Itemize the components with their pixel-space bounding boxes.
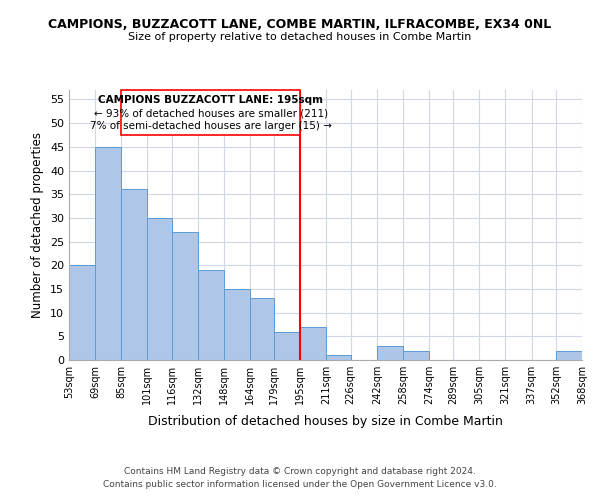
Bar <box>250 298 274 360</box>
Bar <box>224 289 250 360</box>
Text: 7% of semi-detached houses are larger (15) →: 7% of semi-detached houses are larger (1… <box>90 121 332 131</box>
Bar <box>197 270 224 360</box>
Bar <box>172 232 197 360</box>
FancyBboxPatch shape <box>121 90 300 135</box>
Y-axis label: Number of detached properties: Number of detached properties <box>31 132 44 318</box>
Bar <box>147 218 172 360</box>
Text: ← 93% of detached houses are smaller (211): ← 93% of detached houses are smaller (21… <box>94 108 328 118</box>
Bar <box>403 350 429 360</box>
Bar <box>556 350 582 360</box>
Text: Contains public sector information licensed under the Open Government Licence v3: Contains public sector information licen… <box>103 480 497 489</box>
Text: Size of property relative to detached houses in Combe Martin: Size of property relative to detached ho… <box>128 32 472 42</box>
Bar <box>300 327 326 360</box>
Bar <box>95 147 121 360</box>
X-axis label: Distribution of detached houses by size in Combe Martin: Distribution of detached houses by size … <box>148 416 503 428</box>
Bar <box>377 346 403 360</box>
Bar <box>274 332 300 360</box>
Bar <box>69 266 95 360</box>
Text: CAMPIONS, BUZZACOTT LANE, COMBE MARTIN, ILFRACOMBE, EX34 0NL: CAMPIONS, BUZZACOTT LANE, COMBE MARTIN, … <box>49 18 551 30</box>
Bar <box>121 190 147 360</box>
Text: CAMPIONS BUZZACOTT LANE: 195sqm: CAMPIONS BUZZACOTT LANE: 195sqm <box>98 94 323 104</box>
Bar <box>326 356 351 360</box>
Text: Contains HM Land Registry data © Crown copyright and database right 2024.: Contains HM Land Registry data © Crown c… <box>124 467 476 476</box>
